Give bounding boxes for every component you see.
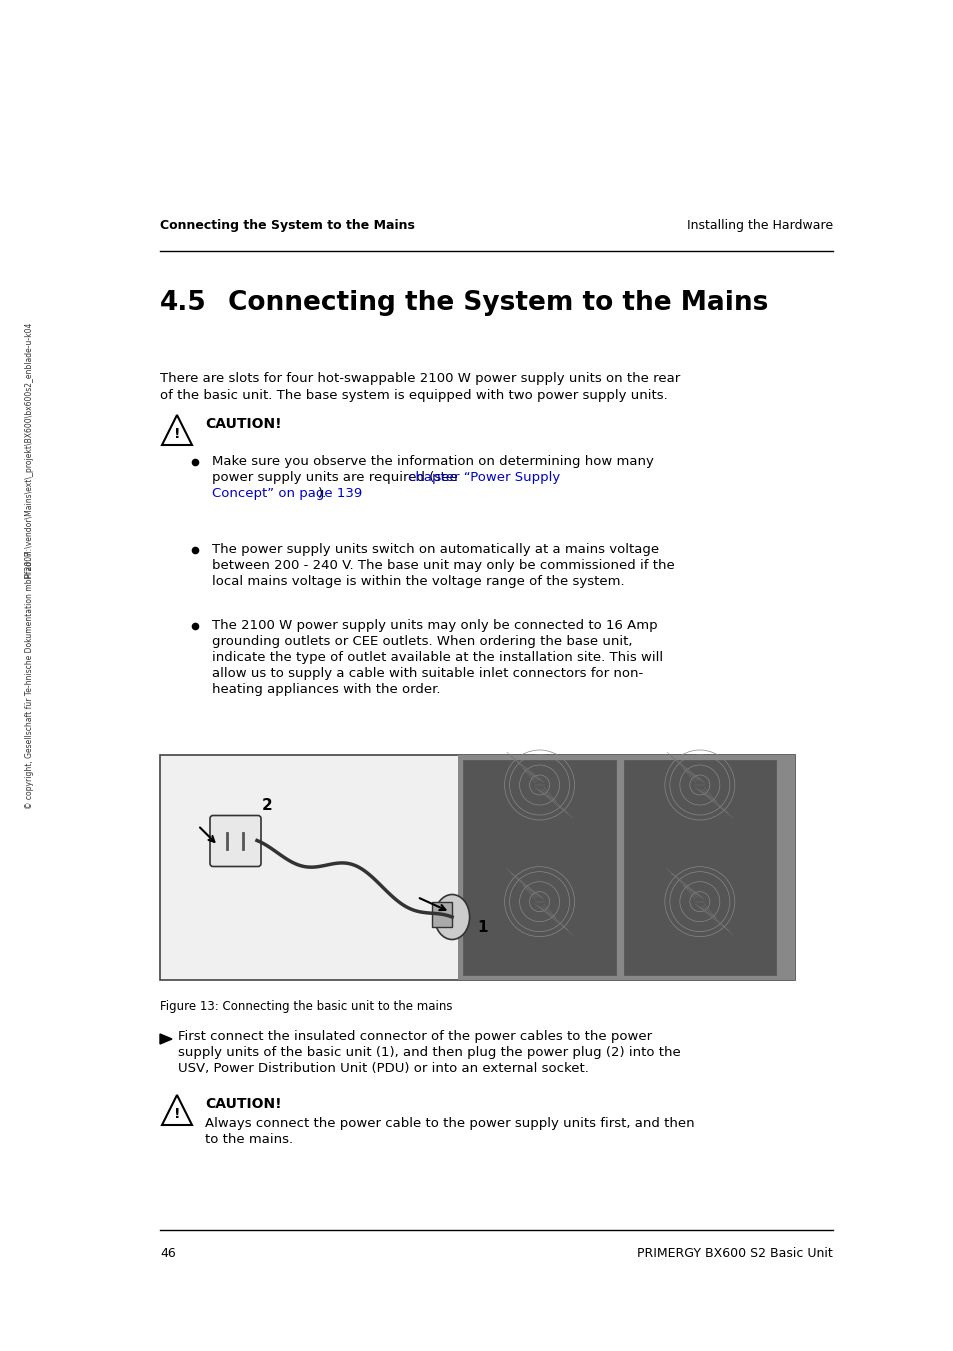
Text: !: ! <box>173 1106 180 1120</box>
Text: grounding outlets or CEE outlets. When ordering the base unit,: grounding outlets or CEE outlets. When o… <box>212 635 632 648</box>
Text: local mains voltage is within the voltage range of the system.: local mains voltage is within the voltag… <box>212 576 624 588</box>
Text: indicate the type of outlet available at the installation site. This will: indicate the type of outlet available at… <box>212 651 662 663</box>
Text: ).: ). <box>317 486 327 500</box>
Ellipse shape <box>435 894 469 939</box>
Text: First connect the insulated connector of the power cables to the power: First connect the insulated connector of… <box>178 1029 652 1043</box>
Text: 4.5: 4.5 <box>160 290 207 316</box>
Text: PRIMERGY BX600 S2 Basic Unit: PRIMERGY BX600 S2 Basic Unit <box>637 1247 832 1260</box>
Text: Connecting the System to the Mains: Connecting the System to the Mains <box>228 290 767 316</box>
FancyBboxPatch shape <box>458 755 794 979</box>
Text: power supply units are required (see: power supply units are required (see <box>212 471 461 484</box>
Text: Figure 13: Connecting the basic unit to the mains: Figure 13: Connecting the basic unit to … <box>160 1000 452 1013</box>
FancyBboxPatch shape <box>432 902 452 927</box>
Text: The 2100 W power supply units may only be connected to 16 Amp: The 2100 W power supply units may only b… <box>212 619 657 632</box>
Text: 2: 2 <box>262 798 273 813</box>
Text: of the basic unit. The base system is equipped with two power supply units.: of the basic unit. The base system is eq… <box>160 389 667 403</box>
Text: !: ! <box>173 427 180 440</box>
Text: 46: 46 <box>160 1247 175 1260</box>
Text: Concept” on page 139: Concept” on page 139 <box>212 486 362 500</box>
Text: CAUTION!: CAUTION! <box>205 1097 281 1111</box>
Text: between 200 - 240 V. The base unit may only be commissioned if the: between 200 - 240 V. The base unit may o… <box>212 559 674 571</box>
FancyBboxPatch shape <box>160 755 794 979</box>
Text: CAUTION!: CAUTION! <box>205 417 281 431</box>
FancyBboxPatch shape <box>463 761 615 975</box>
Text: allow us to supply a cable with suitable inlet connectors for non-: allow us to supply a cable with suitable… <box>212 667 642 680</box>
Text: Installing the Hardware: Installing the Hardware <box>686 219 832 232</box>
Polygon shape <box>160 1034 172 1044</box>
Text: Connecting the System to the Mains: Connecting the System to the Mains <box>160 219 415 232</box>
Text: Make sure you observe the information on determining how many: Make sure you observe the information on… <box>212 455 653 467</box>
Text: 1: 1 <box>476 920 487 935</box>
Text: Always connect the power cable to the power supply units first, and then: Always connect the power cable to the po… <box>205 1117 694 1129</box>
Text: heating appliances with the order.: heating appliances with the order. <box>212 684 440 696</box>
FancyBboxPatch shape <box>210 816 261 866</box>
Text: supply units of the basic unit (1), and then plug the power plug (2) into the: supply units of the basic unit (1), and … <box>178 1046 680 1059</box>
Text: Pfad: H:\vendor\Mains\ext\_projekt\BX600\bx600s2_enblade-u-k04: Pfad: H:\vendor\Mains\ext\_projekt\BX600… <box>26 323 34 578</box>
FancyBboxPatch shape <box>623 761 775 975</box>
Text: USV, Power Distribution Unit (PDU) or into an external socket.: USV, Power Distribution Unit (PDU) or in… <box>178 1062 588 1075</box>
Text: chapter “Power Supply: chapter “Power Supply <box>408 471 559 484</box>
Text: © copyright, Gesellschaft für Te-hnische Dokumentation mbH 2007: © copyright, Gesellschaft für Te-hnische… <box>26 551 34 809</box>
Text: The power supply units switch on automatically at a mains voltage: The power supply units switch on automat… <box>212 543 659 557</box>
Text: There are slots for four hot-swappable 2100 W power supply units on the rear: There are slots for four hot-swappable 2… <box>160 372 679 385</box>
Text: to the mains.: to the mains. <box>205 1133 293 1146</box>
